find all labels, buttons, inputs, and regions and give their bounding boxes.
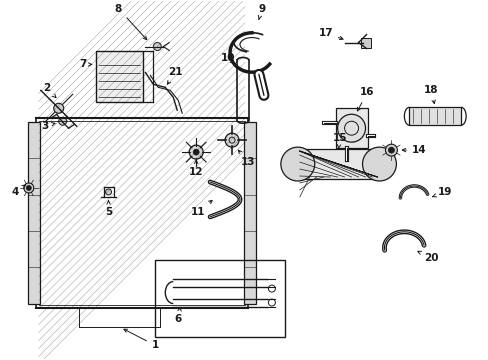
Text: 21: 21: [167, 67, 182, 84]
Circle shape: [54, 103, 63, 113]
Text: 5: 5: [105, 201, 112, 217]
Bar: [408, 107, 460, 125]
Text: 3: 3: [41, 121, 55, 131]
Circle shape: [189, 145, 203, 159]
Text: 14: 14: [402, 145, 426, 155]
Text: 11: 11: [190, 201, 212, 217]
Circle shape: [362, 147, 396, 181]
Bar: [28, 122, 40, 303]
Text: 7: 7: [79, 59, 86, 69]
Text: 16: 16: [357, 87, 374, 111]
Circle shape: [385, 144, 397, 156]
Text: 12: 12: [188, 160, 203, 177]
Circle shape: [387, 147, 394, 153]
Text: 19: 19: [431, 187, 451, 197]
Circle shape: [224, 133, 239, 147]
Bar: [335, 108, 367, 148]
Circle shape: [59, 117, 66, 125]
Circle shape: [280, 147, 314, 181]
Text: 10: 10: [221, 54, 235, 63]
Bar: [95, 50, 143, 102]
Text: 18: 18: [423, 85, 438, 104]
Bar: [244, 122, 255, 303]
Text: 13: 13: [238, 150, 255, 167]
Circle shape: [105, 189, 111, 195]
Circle shape: [153, 42, 161, 50]
Circle shape: [193, 149, 199, 155]
Circle shape: [337, 114, 365, 142]
Text: 15: 15: [332, 133, 346, 149]
Text: 9: 9: [258, 4, 265, 19]
Text: 4: 4: [11, 185, 25, 197]
Circle shape: [26, 185, 31, 190]
Bar: [155, 260, 285, 337]
Text: 8: 8: [115, 4, 146, 40]
Bar: [36, 118, 247, 307]
Text: 17: 17: [318, 28, 342, 40]
Text: 20: 20: [417, 251, 438, 263]
Bar: [360, 37, 370, 48]
Text: 2: 2: [43, 84, 56, 98]
Text: 6: 6: [174, 307, 182, 324]
Text: 1: 1: [123, 329, 159, 350]
Bar: [297, 149, 379, 179]
Circle shape: [24, 183, 34, 193]
